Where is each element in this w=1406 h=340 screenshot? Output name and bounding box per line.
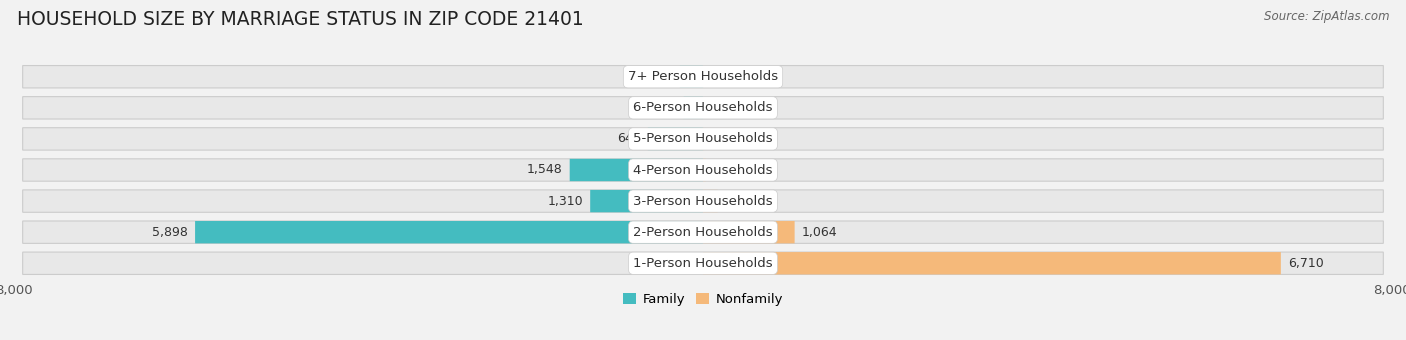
- FancyBboxPatch shape: [681, 66, 703, 88]
- FancyBboxPatch shape: [648, 128, 703, 150]
- FancyBboxPatch shape: [703, 252, 1281, 274]
- Text: 5-Person Households: 5-Person Households: [633, 132, 773, 146]
- Text: 226: 226: [652, 101, 676, 114]
- Text: 269: 269: [650, 70, 673, 83]
- FancyBboxPatch shape: [22, 159, 1384, 181]
- FancyBboxPatch shape: [22, 221, 1384, 243]
- FancyBboxPatch shape: [22, 128, 1384, 150]
- Text: 7+ Person Households: 7+ Person Households: [628, 70, 778, 83]
- FancyBboxPatch shape: [683, 97, 703, 119]
- FancyBboxPatch shape: [195, 221, 703, 243]
- Text: 6-Person Households: 6-Person Households: [633, 101, 773, 114]
- Text: 33: 33: [713, 164, 728, 176]
- Text: 6,710: 6,710: [1288, 257, 1323, 270]
- Text: Source: ZipAtlas.com: Source: ZipAtlas.com: [1264, 10, 1389, 23]
- FancyBboxPatch shape: [22, 252, 1384, 274]
- Text: 5,898: 5,898: [152, 226, 188, 239]
- Legend: Family, Nonfamily: Family, Nonfamily: [617, 288, 789, 311]
- FancyBboxPatch shape: [22, 66, 1384, 88]
- Text: 5: 5: [710, 70, 718, 83]
- Text: 1-Person Households: 1-Person Households: [633, 257, 773, 270]
- Text: 1,310: 1,310: [548, 194, 583, 208]
- Text: 1,064: 1,064: [801, 226, 837, 239]
- Text: 170: 170: [724, 194, 748, 208]
- FancyBboxPatch shape: [703, 190, 717, 212]
- Text: 8: 8: [710, 132, 718, 146]
- Text: 1,548: 1,548: [527, 164, 562, 176]
- FancyBboxPatch shape: [22, 97, 1384, 119]
- Text: HOUSEHOLD SIZE BY MARRIAGE STATUS IN ZIP CODE 21401: HOUSEHOLD SIZE BY MARRIAGE STATUS IN ZIP…: [17, 10, 583, 29]
- FancyBboxPatch shape: [703, 221, 794, 243]
- FancyBboxPatch shape: [569, 159, 703, 181]
- Text: 4-Person Households: 4-Person Households: [633, 164, 773, 176]
- FancyBboxPatch shape: [22, 190, 1384, 212]
- Text: 2-Person Households: 2-Person Households: [633, 226, 773, 239]
- Text: 3-Person Households: 3-Person Households: [633, 194, 773, 208]
- Text: 640: 640: [617, 132, 641, 146]
- FancyBboxPatch shape: [591, 190, 703, 212]
- FancyBboxPatch shape: [703, 159, 706, 181]
